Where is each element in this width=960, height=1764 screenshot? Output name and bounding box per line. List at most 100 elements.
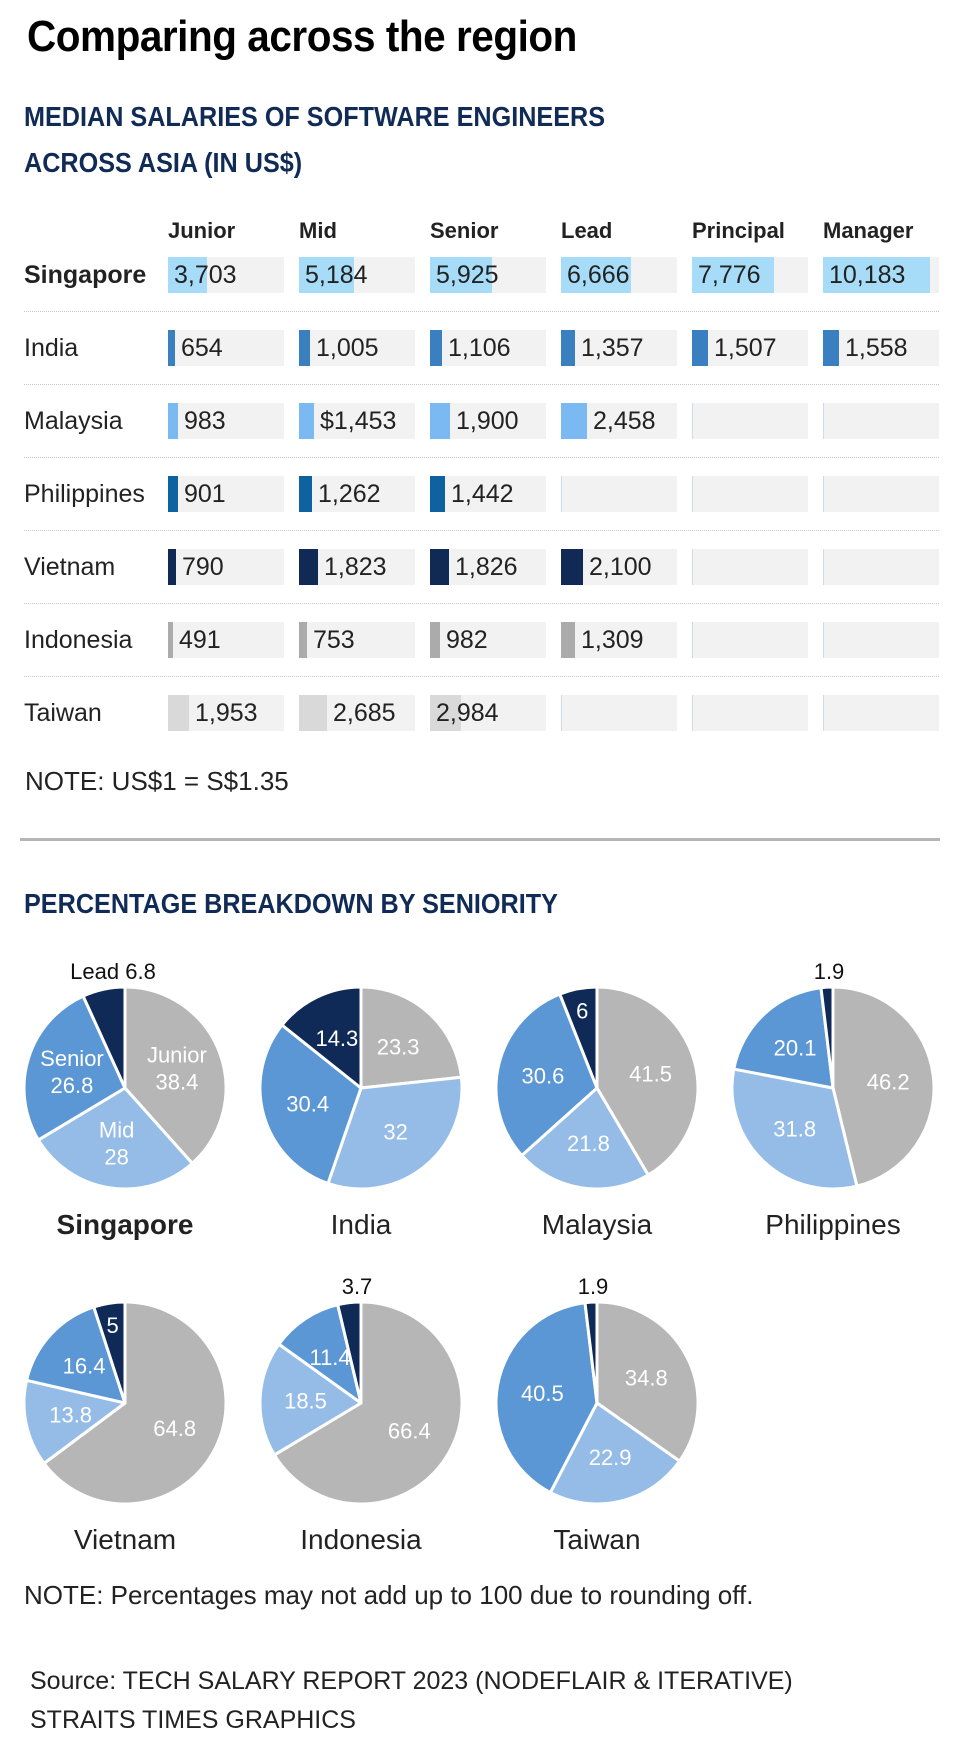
pie-slice-label: 66.4 — [388, 1418, 431, 1443]
salary-value: 5,184 — [305, 261, 368, 289]
salary-bar — [430, 549, 449, 585]
pie-slice-junior — [42, 1300, 228, 1506]
salary-value: 2,100 — [589, 553, 652, 581]
salary-cell — [692, 476, 808, 512]
pie-slice-lead — [819, 985, 835, 1090]
pie-slice-senior — [494, 1301, 599, 1495]
salary-value: 2,458 — [593, 407, 656, 435]
pie-section-heading: PERCENTAGE BREAKDOWN BY SENIORITY — [24, 888, 558, 919]
pie-slice-label: 1.9 — [814, 959, 845, 984]
salary-bar — [561, 695, 562, 731]
pie-slice-label: 11.4 — [309, 1345, 350, 1370]
column-header-mid: Mid — [299, 218, 337, 243]
pie-slice-label: 1.9 — [578, 1274, 609, 1299]
pie-slice-label: 34.8 — [625, 1365, 668, 1390]
pie-slice-senior — [22, 994, 127, 1142]
salary-cell — [561, 695, 677, 731]
pie-slice-senior — [732, 986, 835, 1090]
salary-cell — [823, 622, 939, 658]
source-line: Source: TECH SALARY REPORT 2023 (NODEFLA… — [30, 1667, 793, 1695]
pie-slice-lead — [336, 1300, 363, 1405]
salary-value: 983 — [184, 407, 226, 435]
salary-cell: 5,925 — [430, 257, 546, 293]
salary-cell: 1,900 — [430, 403, 546, 439]
salary-cell: 7,776 — [692, 257, 808, 293]
salary-value: 10,183 — [829, 261, 906, 289]
salary-bar — [561, 622, 575, 658]
row-label-philippines: Philippines — [24, 480, 145, 508]
row-separator — [24, 384, 939, 385]
pie-slice-mid — [548, 1401, 682, 1506]
salary-value: 2,984 — [436, 699, 499, 727]
column-header-junior: Junior — [168, 218, 236, 243]
pie-slice-label: 23.3 — [377, 1035, 420, 1060]
pie-slice-label: 20.1 — [774, 1035, 817, 1060]
salary-cell: 1,262 — [299, 476, 415, 512]
salary-bar — [561, 330, 575, 366]
salary-bar — [692, 622, 693, 658]
pie-slice-label: 64.8 — [153, 1416, 196, 1441]
salary-value: $1,453 — [320, 407, 397, 435]
salary-cell — [692, 695, 808, 731]
pie-slice-label: Senior 26.8 — [40, 1046, 104, 1098]
pie-country-label: Malaysia — [542, 1209, 653, 1240]
pie-country-label: India — [331, 1209, 392, 1240]
row-label-indonesia: Indonesia — [24, 626, 133, 654]
salary-bar — [299, 695, 327, 731]
salary-bar — [299, 257, 354, 293]
salary-cell: 491 — [168, 622, 284, 658]
pie-singapore: Junior 38.4 Mid 28 Senior 26.8 Lead 6.8 Singapo… — [22, 959, 228, 1240]
salary-bar — [168, 403, 178, 439]
salary-cell: 1,823 — [299, 549, 415, 585]
salary-value: 6,666 — [567, 261, 630, 289]
salary-cell: $1,453 — [299, 403, 415, 439]
pie-slice-junior — [595, 1300, 700, 1463]
pie-slice-mid — [22, 1378, 127, 1465]
salary-value: 1,900 — [456, 407, 519, 435]
pie-slice-junior — [272, 1300, 464, 1506]
pie-slice-label: 5 — [107, 1313, 119, 1338]
row-separator — [24, 603, 939, 604]
pie-india: 23.3 32 30.4 14.3 India — [258, 985, 464, 1240]
pie-slice-label: 41.5 — [629, 1061, 672, 1086]
salary-value: 1,357 — [581, 334, 644, 362]
salary-cell: 5,184 — [299, 257, 415, 293]
pie-slice-label: 16.4 — [63, 1353, 106, 1378]
salary-value: 753 — [313, 626, 355, 654]
salary-table-heading: MEDIAN SALARIES OF SOFTWARE ENGINEERS AC… — [24, 94, 605, 186]
row-separator — [24, 457, 939, 458]
salary-cell — [823, 403, 939, 439]
salary-bar — [823, 476, 824, 512]
salary-cell: 982 — [430, 622, 546, 658]
salary-bar — [692, 257, 774, 293]
salary-cell — [692, 549, 808, 585]
salary-bar — [823, 330, 839, 366]
salary-cell: 753 — [299, 622, 415, 658]
pie-slice-label: Mid 28 — [99, 1117, 134, 1169]
salary-value: 7,776 — [698, 261, 761, 289]
pie-slice-label: 32 — [383, 1119, 407, 1144]
salary-cell: 1,826 — [430, 549, 546, 585]
pie-taiwan: 34.8 22.9 40.5 1.9 Taiwan — [494, 1274, 700, 1555]
salary-value: 1,309 — [581, 626, 644, 654]
salary-bar — [692, 476, 693, 512]
pie-slice-mid — [258, 1342, 363, 1457]
exchange-rate-note: NOTE: US$1 = S$1.35 — [25, 766, 289, 796]
salary-value: 1,442 — [451, 480, 514, 508]
pie-slice-mid — [730, 1067, 859, 1191]
salary-bar — [692, 549, 693, 585]
page-title: Comparing across the region — [27, 12, 577, 61]
pie-slice-label: 22.9 — [589, 1445, 632, 1470]
credit-line: STRAITS TIMES GRAPHICS — [30, 1706, 356, 1734]
pie-country-label: Indonesia — [300, 1524, 422, 1555]
salary-cell — [823, 476, 939, 512]
salary-bar — [561, 549, 583, 585]
column-header-senior: Senior — [430, 218, 499, 243]
row-label-taiwan: Taiwan — [24, 699, 102, 727]
salary-value: 1,953 — [195, 699, 258, 727]
salary-cell: 901 — [168, 476, 284, 512]
salary-cell: 1,106 — [430, 330, 546, 366]
salary-cell: 10,183 — [823, 257, 939, 293]
salary-bar — [430, 257, 492, 293]
salary-cell — [823, 549, 939, 585]
